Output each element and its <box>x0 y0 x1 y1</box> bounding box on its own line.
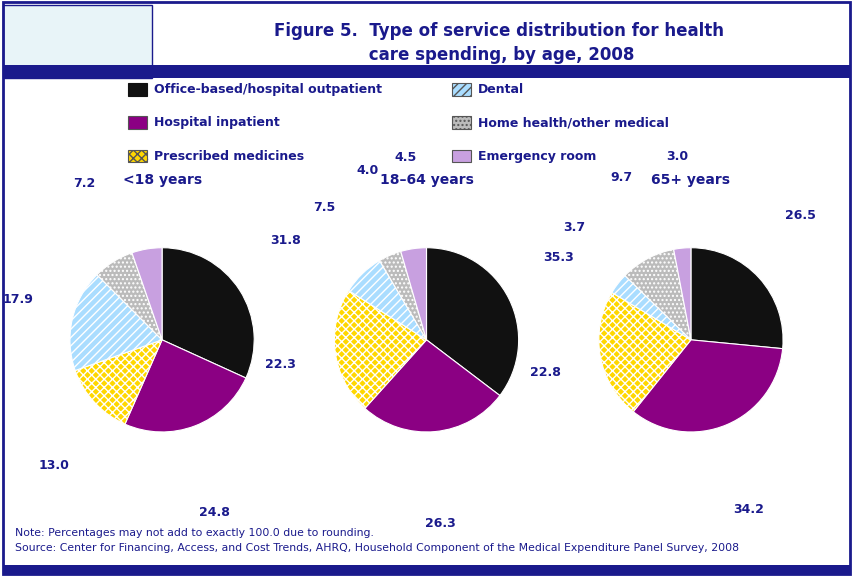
Text: 3.7: 3.7 <box>562 221 584 234</box>
Text: 3.0: 3.0 <box>665 150 688 163</box>
Text: 7.5: 7.5 <box>313 201 335 214</box>
Text: Office-based/hospital outpatient: Office-based/hospital outpatient <box>153 83 381 96</box>
Wedge shape <box>162 248 254 378</box>
Wedge shape <box>379 251 426 340</box>
Wedge shape <box>124 340 245 432</box>
Text: 34.2: 34.2 <box>732 503 763 516</box>
Text: Hospital inpatient: Hospital inpatient <box>153 116 279 129</box>
Wedge shape <box>334 290 426 408</box>
Text: 17.9: 17.9 <box>3 293 34 305</box>
Text: 9.7: 9.7 <box>609 171 631 184</box>
Text: <18 years: <18 years <box>123 173 201 187</box>
Text: 13.0: 13.0 <box>38 458 69 472</box>
Text: Source: Center for Financing, Access, and Cost Trends, AHRQ, Household Component: Source: Center for Financing, Access, an… <box>15 543 739 554</box>
Wedge shape <box>70 275 162 370</box>
Text: 5.3: 5.3 <box>126 151 148 165</box>
Wedge shape <box>598 293 690 412</box>
Text: Note: Percentages may not add to exactly 100.0 due to rounding.: Note: Percentages may not add to exactly… <box>15 528 374 538</box>
Wedge shape <box>625 249 690 340</box>
Wedge shape <box>690 248 782 348</box>
Text: 22.8: 22.8 <box>530 366 561 379</box>
Text: Home health/other medical: Home health/other medical <box>477 116 668 129</box>
Wedge shape <box>673 248 690 340</box>
Text: 18–64 years: 18–64 years <box>379 173 473 187</box>
Text: 24.8: 24.8 <box>199 506 230 518</box>
Text: Emergency room: Emergency room <box>477 150 596 162</box>
Text: 4.5: 4.5 <box>394 151 417 164</box>
Wedge shape <box>132 248 162 340</box>
Text: 26.3: 26.3 <box>424 517 455 530</box>
Wedge shape <box>97 253 162 340</box>
Wedge shape <box>632 340 782 432</box>
Wedge shape <box>426 248 518 396</box>
Text: 26.5: 26.5 <box>784 210 815 222</box>
Wedge shape <box>75 340 162 424</box>
Text: 22.3: 22.3 <box>265 358 296 372</box>
Text: Prescribed medicines: Prescribed medicines <box>153 150 303 162</box>
Text: Figure 5.  Type of service distribution for health
 care spending, by age, 2008: Figure 5. Type of service distribution f… <box>273 22 723 64</box>
Text: 7.2: 7.2 <box>72 177 95 190</box>
Text: Dental: Dental <box>477 83 523 96</box>
Text: 31.8: 31.8 <box>270 234 301 247</box>
Text: 4.0: 4.0 <box>356 164 378 177</box>
Text: 65+ years: 65+ years <box>651 173 729 187</box>
Wedge shape <box>400 248 426 340</box>
Wedge shape <box>365 340 499 432</box>
Wedge shape <box>348 260 426 340</box>
Text: 35.3: 35.3 <box>543 251 573 264</box>
Wedge shape <box>611 275 690 340</box>
